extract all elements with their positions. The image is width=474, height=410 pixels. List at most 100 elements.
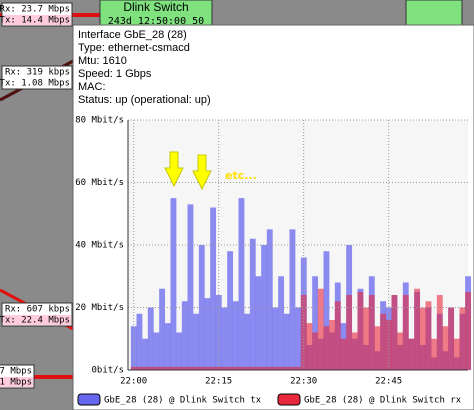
info-line: Mtu: 1610 [78,55,127,67]
area-segment [244,313,251,370]
area-segment [210,207,217,370]
area-segment [215,366,222,370]
area-segment [227,366,234,370]
info-line: Type: ethernet-csmacd [78,42,190,54]
rx-label: Rx: 319 kbps [5,68,70,78]
area-segment [295,366,302,370]
info-line: Speed: 1 Gbps [78,68,152,80]
area-segment [414,288,421,370]
y-tick-label: 0bit/s [91,366,124,376]
area-segment [181,301,188,370]
area-segment [306,323,313,370]
legend-label: GbE_28 (28) @ Dlink Switch tx [104,396,262,406]
area-segment [312,276,319,370]
area-segment [289,366,296,370]
area-segment [204,298,211,370]
area-segment [272,366,279,370]
area-segment [147,307,154,370]
tx-label: Tx: 1.08 Mbps [0,79,70,89]
link-labels: Rx: 23.7 Mbps Tx: 14.4 Mbps Rx: 319 kbps… [0,2,73,389]
area-segment [425,301,432,370]
area-segment [312,332,319,370]
info-line: Status: up (operational: up) [78,94,211,106]
y-tick-label: 40 Mbit/s [75,241,124,251]
area-segment [431,338,438,370]
area-segment [363,307,370,370]
area-segment [187,204,194,370]
area-segment [283,366,290,370]
area-segment [181,366,188,370]
tx-label: Tx: 14.4 Mbps [0,16,70,26]
area-segment [176,366,183,370]
area-segment [357,291,364,370]
x-tick-label: 22:45 [375,377,402,387]
area-segment [198,366,205,370]
area-segment [402,295,409,370]
area-segment [266,229,273,370]
label-box [1,65,73,90]
area-segment [170,366,177,370]
area-segment [266,366,273,370]
area-segment [419,307,426,370]
area-segment [232,366,239,370]
node-box[interactable] [405,0,463,27]
y-tick-label: 20 Mbit/s [75,303,124,313]
area-segment [238,198,245,370]
area-segment [272,307,279,370]
chart: 0bit/s 20 Mbit/s 40 Mbit/s 60 Mbit/s 80 Mbit… [75,116,472,406]
area-segment [147,366,154,370]
label-bg [3,15,71,25]
area-segment [204,366,211,370]
area-segment [159,288,166,370]
area-segment [193,313,200,370]
area-segment [159,366,166,370]
area-segment [283,313,290,370]
area-segment [278,366,285,370]
info-line: MAC: [78,81,106,93]
y-tick-label: 60 Mbit/s [75,178,124,188]
rx-label: Rx: 23.7 Mbps [0,5,70,15]
area-segment [244,366,251,370]
tx-label: 1 Mbps [0,378,32,388]
area-segment [136,313,143,370]
area-segment [351,332,358,370]
area-segment [215,295,222,370]
rx-label: Rx: 607 kbps [5,305,70,315]
area-segment [374,326,381,370]
area-segment [323,326,330,370]
area-segment [221,366,228,370]
area-segment [368,295,375,370]
area-segment [136,366,143,370]
area-segment [142,366,149,370]
node-name: Dlink Switch [123,0,188,14]
area-segment [295,307,302,370]
area-segment [323,251,330,370]
area-segment [340,338,347,370]
area-segment [459,307,466,370]
area-segment [261,245,268,370]
area-segment [130,366,137,370]
area-segment [436,295,443,370]
info-line: Interface GbE_28 (28) [78,29,187,41]
arrow [164,151,184,188]
area-segment [198,245,205,370]
area-segment [221,307,228,370]
x-tick-label: 22:00 [120,377,147,387]
area-segment [232,301,239,370]
rx-label: 7 Mbps [0,367,32,377]
x-tick-label: 22:15 [205,377,232,387]
legend-label: GbE_28 (28) @ Dlink Switch rx [304,396,462,406]
area-segment [408,338,415,370]
area-segment [448,307,455,370]
area-segment [142,338,149,370]
node-box[interactable] [99,0,213,27]
area-segment [278,276,285,370]
arrow [192,154,212,191]
area-segment [187,366,194,370]
area-segment [346,295,353,370]
area-segment [380,313,387,370]
legend-swatch [277,393,301,406]
area-segment [453,338,460,370]
